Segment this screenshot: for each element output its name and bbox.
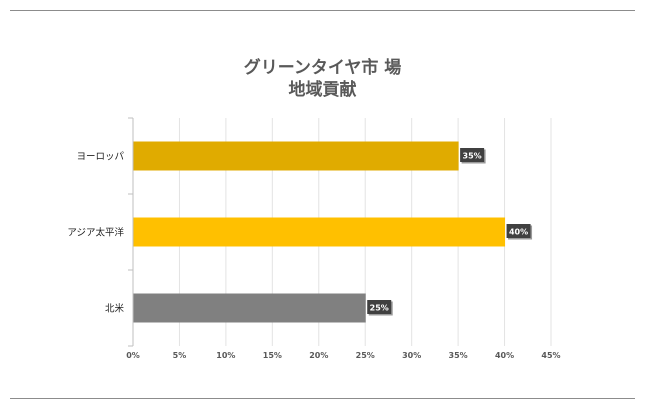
- category-label: アジア太平洋: [67, 227, 124, 239]
- x-tick-label: 10%: [216, 351, 235, 360]
- data-label: 25%: [370, 304, 389, 313]
- x-tick-label: 30%: [402, 351, 421, 360]
- data-label-box: [367, 300, 392, 314]
- x-tick-label: 5%: [173, 351, 187, 360]
- x-tick-label: 25%: [356, 351, 375, 360]
- bottom-rule: [10, 398, 635, 399]
- x-tick-label: 45%: [541, 351, 560, 360]
- bar: [133, 217, 506, 247]
- data-label-box: [506, 224, 531, 238]
- x-tick-label: 20%: [309, 351, 328, 360]
- x-tick-label: 40%: [495, 351, 514, 360]
- bar: [133, 141, 459, 171]
- top-rule: [10, 10, 635, 11]
- bar: [133, 293, 366, 323]
- category-label: ヨーロッパ: [76, 152, 124, 163]
- data-label: 35%: [463, 152, 482, 161]
- chart-title-line2: 地域貢献: [288, 80, 357, 100]
- x-tick-label: 35%: [449, 351, 468, 360]
- category-label: 北米: [105, 303, 125, 315]
- data-label-box: [460, 148, 485, 162]
- chart-title-line1: グリーンタイヤ市 場: [243, 58, 402, 78]
- data-label: 40%: [509, 228, 528, 237]
- x-tick-label: 0%: [126, 351, 140, 360]
- x-tick-label: 15%: [263, 351, 282, 360]
